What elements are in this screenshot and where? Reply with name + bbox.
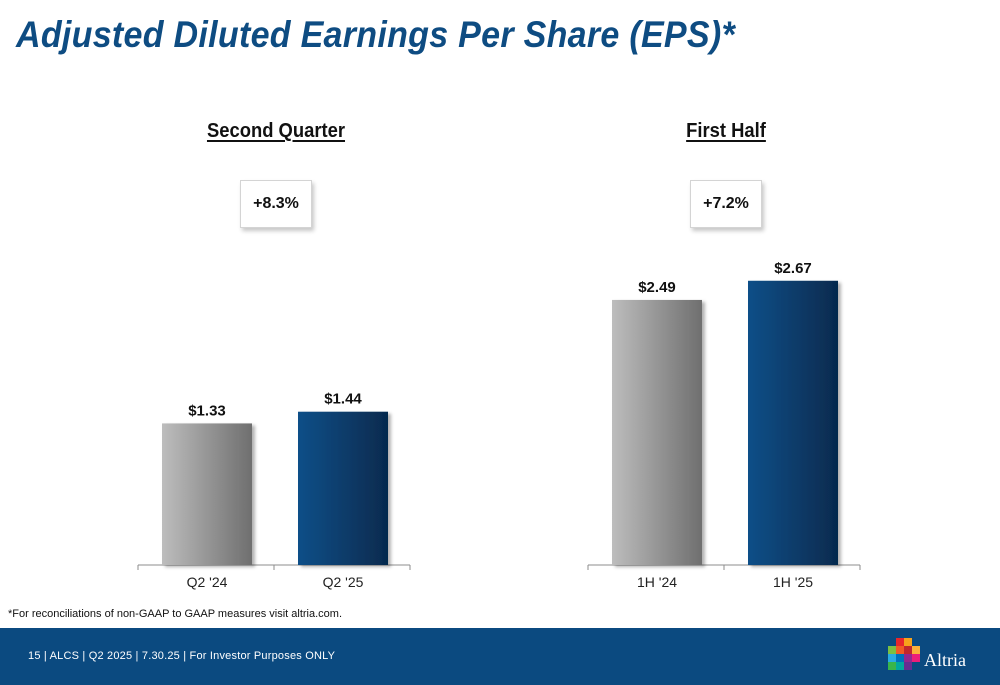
footer-text: 15 | ALCS | Q2 2025 | 7.30.25 | For Inve… bbox=[28, 650, 336, 662]
bar-1h-24 bbox=[612, 299, 702, 565]
altria-logo: Altria bbox=[888, 638, 998, 678]
data-label: $2.49 bbox=[638, 279, 676, 296]
growth-badge-second-quarter: +8.3% bbox=[240, 180, 312, 228]
category-label: 1H '25 bbox=[773, 574, 813, 590]
panel-title-second-quarter: Second Quarter bbox=[206, 120, 346, 142]
growth-badge-first-half: +7.2% bbox=[690, 180, 762, 228]
altria-mosaic-icon bbox=[888, 638, 920, 670]
data-label: $1.33 bbox=[188, 402, 226, 419]
bar-1h-25 bbox=[748, 280, 838, 565]
bar-q2-24 bbox=[162, 423, 252, 565]
eps-bar-charts: $1.33 Q2 '24 $1.44 Q2 '25 $2.49 1H '24 $2.67 1H… bbox=[137, 260, 861, 590]
category-label: Q2 '24 bbox=[187, 574, 228, 590]
category-label: Q2 '25 bbox=[323, 574, 364, 590]
footnote: *For reconciliations of non-GAAP to GAAP… bbox=[8, 608, 343, 620]
page-title: Adjusted Diluted Earnings Per Share (EPS… bbox=[16, 14, 736, 55]
data-label: $1.44 bbox=[324, 391, 362, 408]
bar-q2-25 bbox=[298, 411, 388, 565]
category-label: 1H '24 bbox=[637, 574, 677, 590]
panel-title-first-half: First Half bbox=[686, 120, 766, 142]
footer-bar: 15 | ALCS | Q2 2025 | 7.30.25 | For Inve… bbox=[0, 628, 1000, 685]
altria-logo-text: Altria bbox=[924, 650, 966, 670]
data-label: $2.67 bbox=[774, 260, 812, 277]
